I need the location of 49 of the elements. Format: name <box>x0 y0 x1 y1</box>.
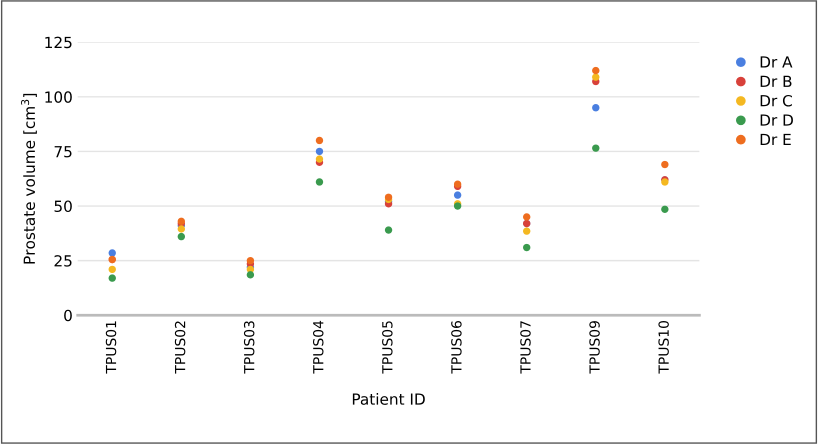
y-tick-label: 25 <box>54 255 72 267</box>
y-tick-label: 125 <box>45 36 72 48</box>
point <box>246 256 254 264</box>
x-axis-title: Patient ID <box>352 393 425 405</box>
x-tick-label: TPUS07 <box>520 321 531 374</box>
point <box>108 274 116 282</box>
point <box>384 226 392 234</box>
x-tick-label: TPUS03 <box>244 321 254 374</box>
y-tick-label: 0 <box>64 310 72 322</box>
legend-label: Dr A <box>760 56 792 68</box>
point <box>661 160 669 168</box>
point <box>316 148 324 156</box>
y-tick-label: 50 <box>54 200 72 212</box>
point <box>454 180 462 188</box>
y-tick-label: 100 <box>45 91 72 103</box>
point <box>316 178 324 186</box>
point <box>108 266 116 274</box>
point <box>523 227 530 235</box>
point <box>454 191 462 199</box>
point <box>523 244 530 252</box>
point <box>661 178 669 186</box>
point <box>316 136 324 144</box>
point <box>108 249 116 257</box>
x-tick-label: TPUS05 <box>382 321 393 374</box>
legend-label: Dr E <box>760 134 791 146</box>
x-tick-label: TPUS09 <box>589 321 600 374</box>
point <box>592 66 600 74</box>
x-tick-label: TPUS02 <box>174 321 186 374</box>
x-tick-label: TPUS06 <box>451 320 462 374</box>
point <box>384 194 392 201</box>
legend-label: Dr C <box>760 94 792 106</box>
legend-label: Dr B <box>760 76 792 87</box>
point <box>246 271 254 278</box>
point <box>523 213 530 221</box>
point <box>661 206 669 213</box>
legend-label: Dr D <box>760 114 793 126</box>
x-tick-label: TPUS01 <box>106 321 116 374</box>
y-axis-title: Prostate volume [cm$^{3}$] <box>21 94 37 264</box>
point <box>178 232 185 240</box>
point <box>592 104 600 112</box>
x-tick-label: TPUS10 <box>658 321 669 374</box>
point <box>178 225 185 233</box>
y-tick-label: 75 <box>54 146 72 158</box>
point <box>592 144 600 152</box>
x-tick-label: TPUS04 <box>313 320 324 374</box>
point <box>454 202 462 210</box>
point <box>316 155 324 163</box>
point <box>178 218 185 225</box>
point <box>592 73 600 81</box>
